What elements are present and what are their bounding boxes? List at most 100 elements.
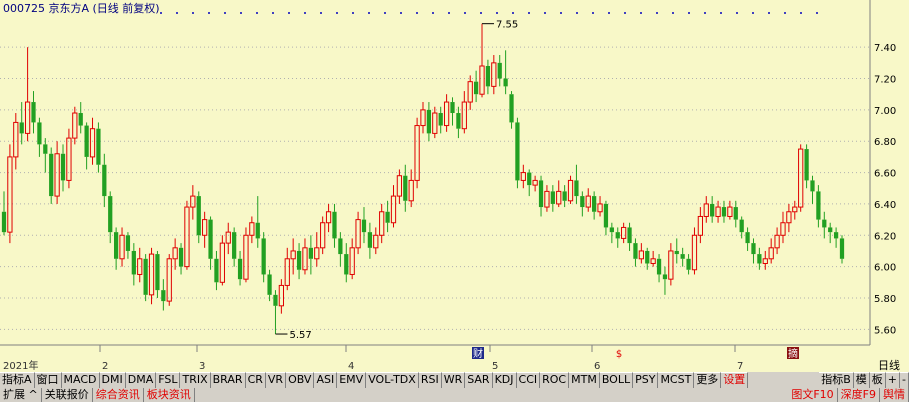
top-dot	[704, 12, 706, 14]
candle	[780, 211, 786, 244]
event-marker[interactable]: 摘	[787, 347, 799, 360]
toolbar-button[interactable]: 指标B	[819, 372, 854, 388]
candle	[24, 47, 31, 142]
candle	[762, 250, 768, 270]
top-dot	[256, 12, 258, 14]
toolbar-button[interactable]: MACD	[61, 372, 100, 388]
candle	[733, 200, 738, 228]
toolbar-button[interactable]: CR	[245, 372, 266, 388]
candle	[786, 203, 792, 233]
top-dot	[496, 12, 498, 14]
candle	[225, 222, 231, 255]
candle	[172, 238, 178, 270]
event-marker[interactable]: 财	[472, 347, 484, 360]
toolbar-button[interactable]: MTM	[569, 372, 600, 388]
candle	[456, 106, 461, 139]
candle	[597, 196, 603, 217]
toolbar-button[interactable]: -	[900, 372, 909, 388]
top-dot	[544, 12, 546, 14]
toolbar-button[interactable]: 舆情	[880, 388, 909, 402]
month-label: 2	[102, 361, 108, 372]
candle	[37, 117, 42, 157]
candle	[66, 128, 72, 189]
toolbar-button[interactable]: ASI	[314, 372, 338, 388]
toolbar-button[interactable]: VOL-TDX	[366, 372, 419, 388]
toolbar-button[interactable]: WR	[441, 372, 466, 388]
toolbar-button[interactable]: PSY	[633, 372, 659, 388]
candle	[650, 250, 656, 267]
candle	[237, 250, 243, 286]
candle	[284, 247, 290, 291]
toolbar-button[interactable]: 关联报价	[42, 388, 93, 402]
month-label: 6	[594, 361, 600, 372]
toolbar-button[interactable]: 更多	[694, 372, 722, 388]
top-dot	[752, 12, 754, 14]
kline-chart-area[interactable]: 5.60 5.80 6.00 6.20 6.40 6.60 6.80 7.00 7.20 7.40…	[0, 0, 909, 372]
top-dot-row	[160, 12, 818, 14]
toolbar-button[interactable]: 综合资讯	[93, 388, 144, 402]
toolbar-button[interactable]: SAR	[465, 372, 493, 388]
toolbar-button[interactable]: ROC	[540, 372, 570, 388]
toolbar-button[interactable]: VR	[265, 372, 287, 388]
price-tick-label: 5.60	[874, 325, 896, 336]
toolbar-button[interactable]: 指标A	[0, 372, 35, 388]
toolbar-button[interactable]: BOLL	[599, 372, 634, 388]
candle	[119, 227, 125, 267]
candle	[438, 106, 443, 134]
toolbar-button[interactable]: 图文F10	[788, 388, 838, 402]
toolbar-button[interactable]: 扩展 ^	[0, 388, 42, 402]
candle	[645, 247, 650, 270]
toolbar-button[interactable]: OBV	[286, 372, 315, 388]
toolbar-button[interactable]: BRAR	[210, 372, 246, 388]
toolbar-button[interactable]: FSL	[156, 372, 181, 388]
candle	[72, 106, 78, 145]
top-dot	[624, 12, 626, 14]
toolbar-button[interactable]: TRIX	[180, 372, 211, 388]
candle	[13, 113, 19, 170]
kline-chart-svg[interactable]: 5.60 5.80 6.00 6.20 6.40 6.60 6.80 7.00 7.20 7.40…	[0, 0, 909, 372]
event-marker[interactable]: $	[613, 347, 625, 360]
toolbar-button[interactable]: 模	[853, 372, 870, 388]
candle	[344, 243, 349, 283]
candle	[703, 196, 709, 223]
candle	[314, 232, 320, 267]
candle	[585, 188, 591, 212]
candle	[219, 235, 225, 286]
toolbar-button[interactable]: 板	[869, 372, 886, 388]
toolbar-button[interactable]: 深度F9	[838, 388, 880, 402]
candle	[768, 238, 774, 264]
toolbar-button[interactable]: DMI	[99, 372, 126, 388]
candle	[190, 185, 196, 220]
candle	[267, 269, 272, 302]
candle	[432, 106, 438, 139]
candle	[497, 55, 502, 87]
toolbar-button[interactable]: CCI	[516, 372, 541, 388]
top-dot	[736, 12, 738, 14]
toolbar-button[interactable]: RSI	[418, 372, 442, 388]
candle	[43, 138, 48, 173]
top-dot	[816, 12, 818, 14]
top-dot	[640, 12, 642, 14]
candle	[443, 94, 450, 132]
toolbar-button[interactable]: 设置	[721, 372, 749, 388]
toolbar-button[interactable]: 窗口	[34, 372, 62, 388]
toolbar-button[interactable]: MCST	[658, 372, 695, 388]
candle	[196, 191, 201, 244]
candle	[161, 279, 166, 311]
toolbar-button[interactable]: KDJ	[492, 372, 517, 388]
candle	[804, 144, 809, 189]
candle	[592, 191, 597, 220]
toolbar-button[interactable]: +	[885, 372, 901, 388]
toolbar-button[interactable]: DMA	[125, 372, 157, 388]
candle	[603, 200, 609, 236]
candle	[102, 153, 107, 208]
toolbar-button[interactable]: 板块资讯	[144, 388, 195, 402]
candle	[450, 97, 455, 126]
candle	[520, 164, 526, 189]
top-dot	[512, 12, 514, 14]
candle	[621, 222, 627, 244]
candle	[562, 185, 567, 208]
chart-title: 000725 京东方A (日线 前复权)	[3, 1, 160, 15]
top-dot	[768, 12, 770, 14]
toolbar-button[interactable]: EMV	[337, 372, 367, 388]
